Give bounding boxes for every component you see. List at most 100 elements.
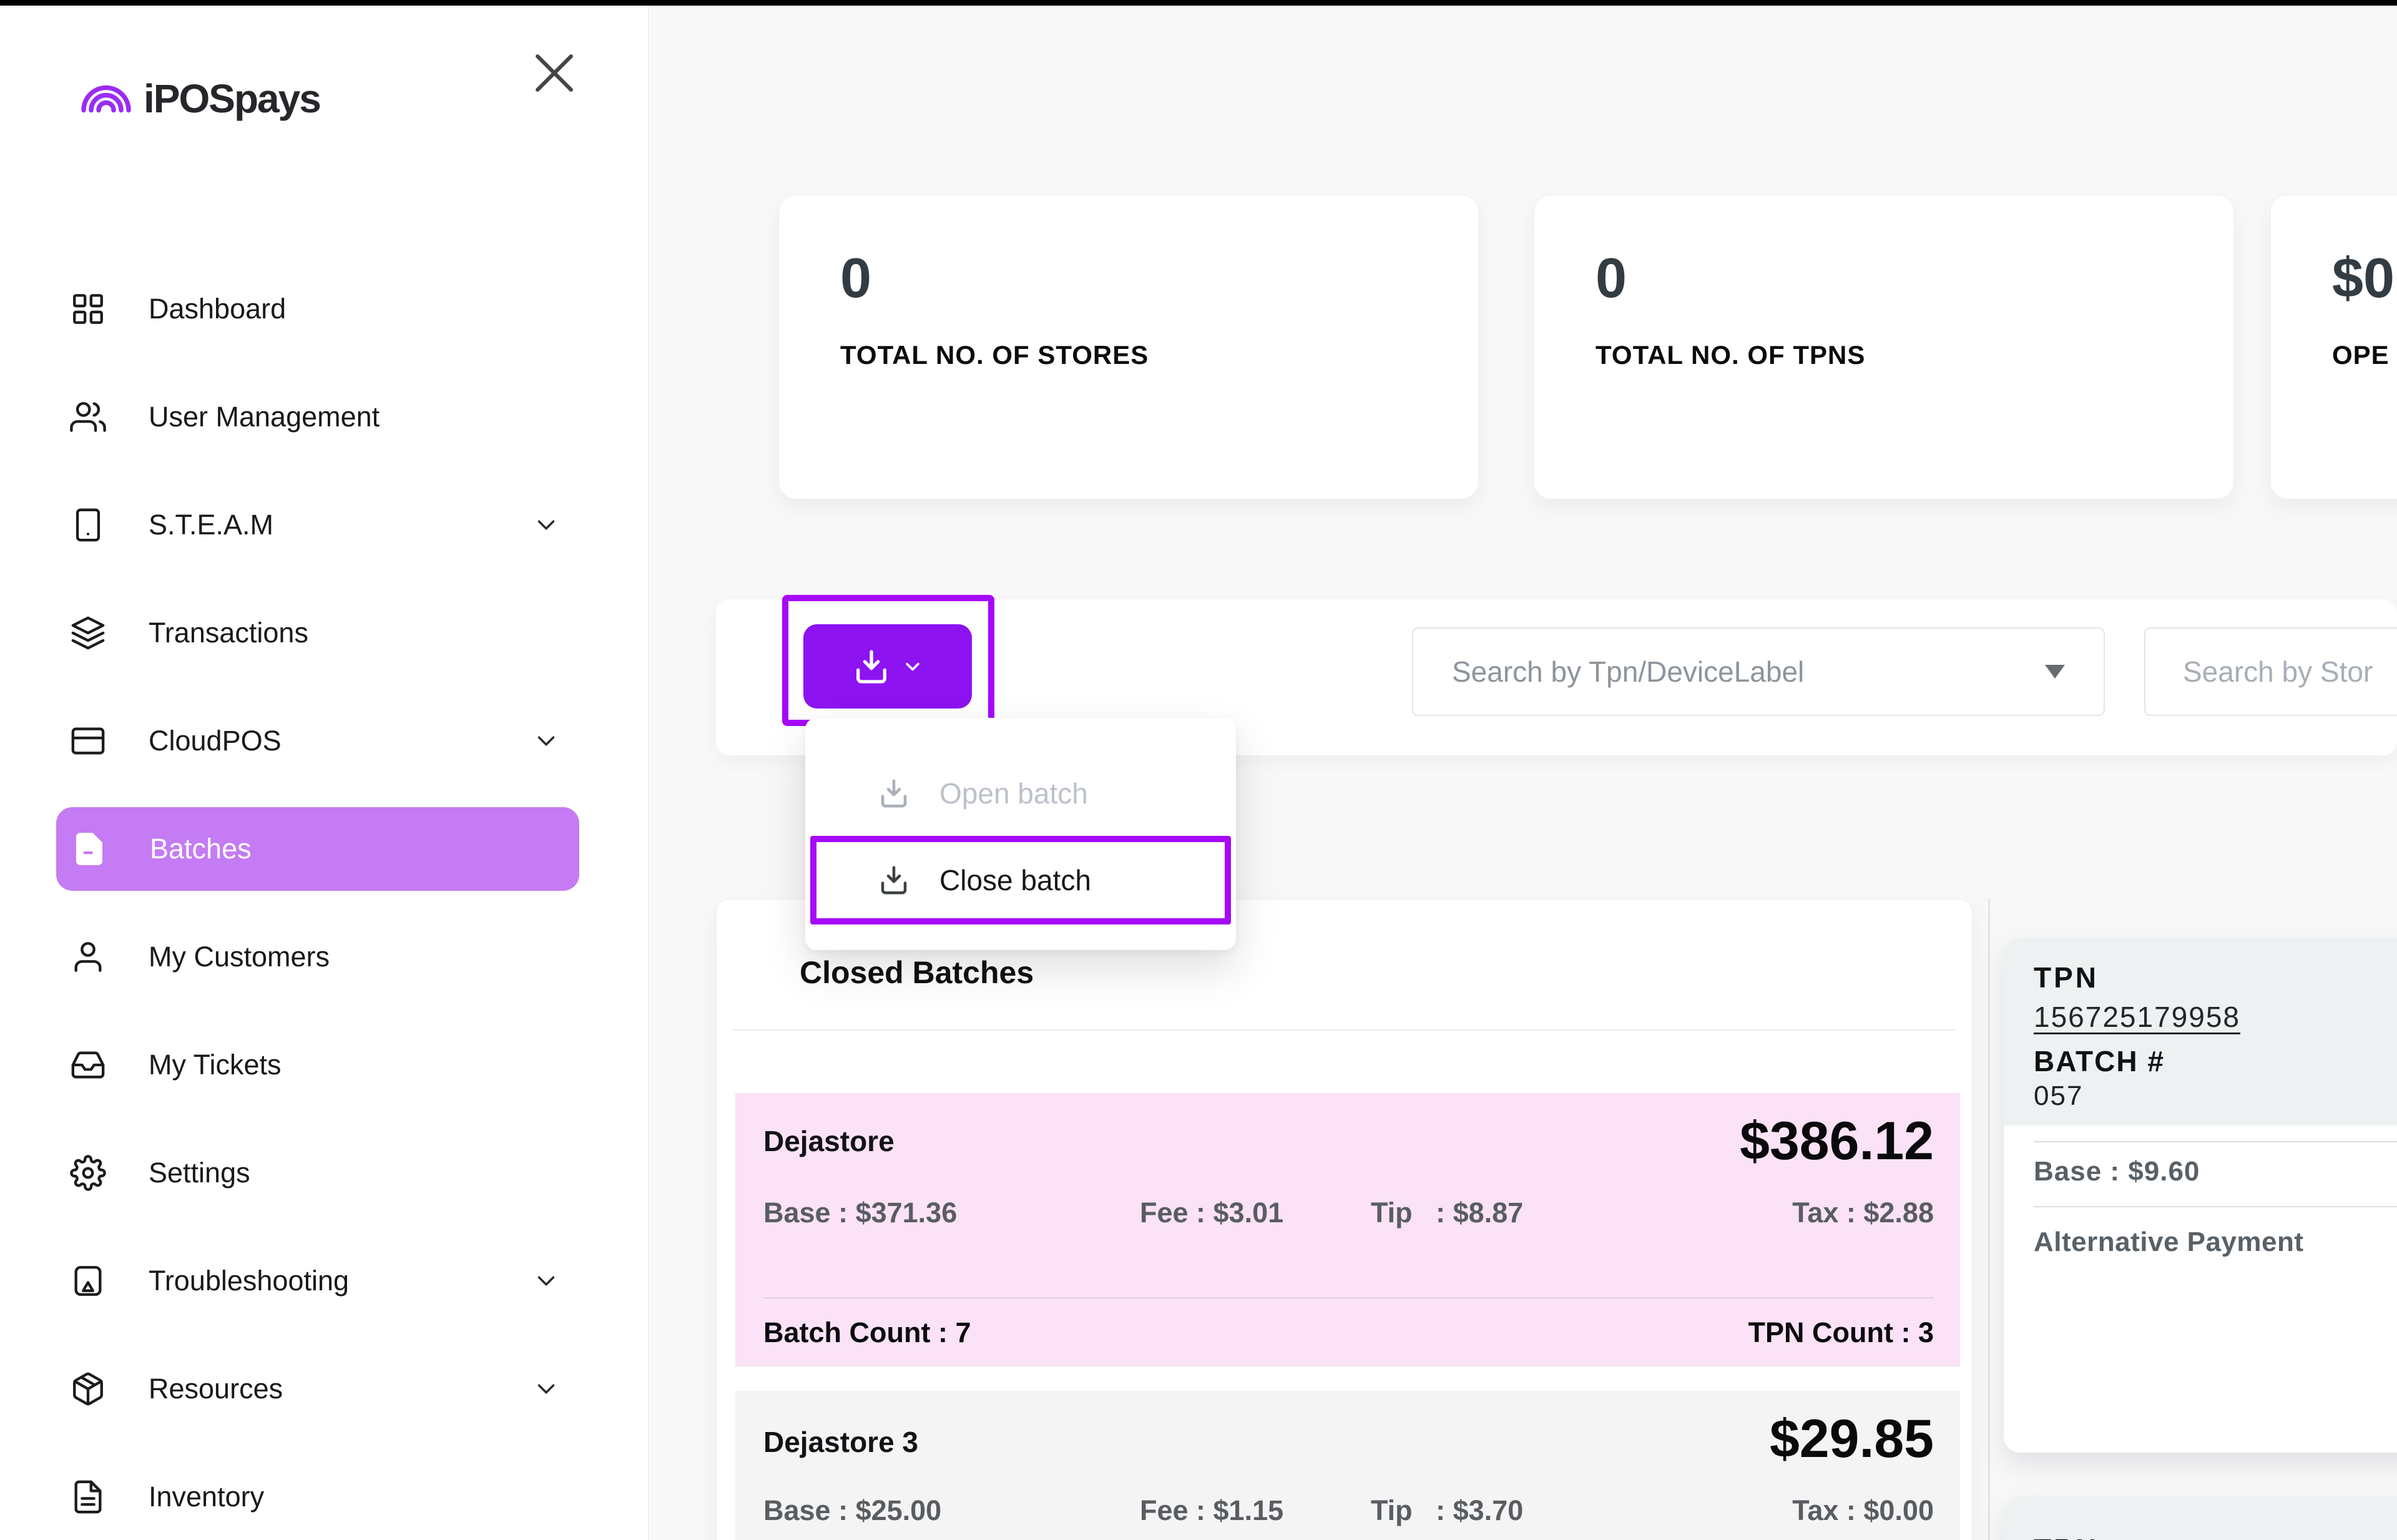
download-icon (881, 866, 907, 895)
closed-batches-heading: Closed Batches (800, 955, 1034, 990)
sidebar-item-dashboard[interactable]: Dashboard (0, 255, 649, 363)
batch-number-value: 057 (2034, 1081, 2084, 1111)
credit-card-icon (71, 727, 105, 755)
smartphone-icon (76, 508, 100, 541)
sidebar-item-my-tickets[interactable]: My Tickets (0, 1011, 649, 1119)
top-black-bar (0, 0, 2397, 6)
main-content: 0 TOTAL NO. OF STORES 0 TOTAL NO. OF TPN… (650, 6, 2397, 1540)
search-by-store-input[interactable] (2144, 627, 2397, 716)
sidebar-item-batches[interactable]: Batches (0, 795, 649, 903)
download-icon (856, 649, 886, 684)
stat-label: TOTAL NO. OF TPNS (1596, 340, 1866, 370)
batch-breakdown-row: Base : $371.36 Fee : $3.01 Tip : $8.87 T… (735, 1197, 1960, 1229)
menu-item-label: Open batch (939, 777, 1088, 810)
tpn-detail-header: TPN 156725179958 BATCH # 057 (2004, 938, 2397, 1126)
tip-amount: Tip : $3.70 (1371, 1494, 1524, 1526)
base-amount: Base : $25.00 (763, 1494, 942, 1526)
panel-divider (1988, 899, 1990, 1540)
stat-card-tpns: 0 TOTAL NO. OF TPNS (1534, 195, 2234, 499)
sidebar-item-label: Inventory (149, 1480, 265, 1513)
alternative-payment-label: Alternative Payment (2034, 1227, 2304, 1257)
close-icon[interactable] (526, 44, 583, 102)
sidebar-item-troubleshooting[interactable]: Troubleshooting (0, 1227, 649, 1335)
divider (732, 1029, 1957, 1031)
tip-amount: Tip : $8.87 (1371, 1197, 1524, 1229)
stat-label: TOTAL NO. OF STORES (840, 340, 1149, 370)
close-batch-highlight: Close batch (810, 836, 1231, 924)
closed-batches-card: Closed Batches Dejastore $386.12 Base : … (716, 899, 1973, 1540)
users-icon (70, 401, 106, 432)
select-arrow-icon (2045, 665, 2065, 679)
batch-download-button[interactable] (803, 624, 972, 709)
batch-number-label: BATCH # (2034, 1045, 2165, 1077)
sidebar-item-label: Resources (149, 1372, 283, 1405)
search-by-tpn-select[interactable]: Search by Tpn/DeviceLabel (1412, 627, 2105, 716)
sidebar-item-user-management[interactable]: User Management (0, 363, 649, 471)
sidebar-item-settings[interactable]: Settings (0, 1119, 649, 1227)
tax-amount: Tax : $2.88 (1792, 1197, 1934, 1229)
batch-total-amount: $386.12 (1740, 1111, 1934, 1171)
chevron-down-icon (537, 736, 555, 745)
tpn-detail-card-next[interactable]: TPN (2004, 1496, 2397, 1540)
base-amount: Base : $371.36 (763, 1197, 958, 1229)
store-name: Dejastore 3 (763, 1426, 919, 1458)
stat-value: $0. (2332, 247, 2397, 310)
tpn-label: TPN (2034, 1533, 2099, 1540)
batch-count: Batch Count : 7 (763, 1317, 971, 1348)
sidebar-item-my-customers[interactable]: My Customers (0, 903, 649, 1011)
stat-card-stores: 0 TOTAL NO. OF STORES (778, 195, 1479, 499)
user-icon (74, 941, 102, 972)
fee-amount: Fee : $3.01 (1140, 1197, 1284, 1229)
menu-item-open-batch[interactable]: Open batch (805, 765, 1236, 821)
sidebar-item-label: Dashboard (149, 292, 287, 325)
active-item-pill: Batches (56, 807, 579, 891)
divider (763, 1297, 1934, 1298)
package-icon (73, 1372, 103, 1406)
batch-row-dejastore[interactable]: Dejastore $386.12 Base : $371.36 Fee : $… (735, 1093, 1960, 1366)
sidebar-nav: Dashboard User Management S.T.E.A.M Tran… (0, 255, 649, 1540)
stat-value: 0 (1596, 247, 1627, 310)
chevron-down-icon (537, 1276, 555, 1285)
tpn-detail-card[interactable]: TPN 156725179958 BATCH # 057 Base : $9.6… (2004, 938, 2397, 1453)
base-amount: Base : $9.60 (2034, 1156, 2200, 1187)
store-name: Dejastore (763, 1125, 895, 1157)
chevron-down-icon (537, 1384, 555, 1393)
select-value: Search by Tpn/DeviceLabel (1452, 655, 1805, 688)
layers-icon (71, 616, 105, 649)
sidebar-item-cloudpos[interactable]: CloudPOS (0, 687, 649, 795)
stat-value: 0 (840, 247, 872, 310)
batch-actions-menu: Open batch Close batch (805, 718, 1236, 950)
sidebar-item-inventory[interactable]: Inventory (0, 1443, 649, 1540)
sidebar-item-label: Troubleshooting (149, 1264, 350, 1297)
sidebar-item-label: User Management (149, 400, 380, 433)
sidebar-item-label: My Tickets (149, 1048, 282, 1081)
device-alert-icon (74, 1265, 102, 1296)
brand-logo-icon (81, 85, 131, 113)
batch-total-amount: $29.85 (1769, 1409, 1934, 1469)
chevron-down-icon (537, 520, 555, 529)
gear-icon (70, 1154, 106, 1191)
sidebar-item-resources[interactable]: Resources (0, 1335, 649, 1443)
divider (2034, 1206, 2397, 1207)
menu-item-label: Close batch (939, 864, 1091, 896)
tpn-count: TPN Count : 3 (1748, 1317, 1934, 1348)
tpn-number-link[interactable]: 156725179958 (2034, 1001, 2240, 1033)
file-icon (76, 832, 103, 865)
divider (2034, 1141, 2397, 1142)
tax-amount: Tax : $0.00 (1792, 1494, 1934, 1526)
stat-label: OPE (2332, 340, 2390, 370)
sidebar-item-label: My Customers (149, 940, 330, 973)
grid-icon (73, 293, 103, 324)
sidebar-item-label: Batches (150, 832, 252, 865)
sidebar-item-steam[interactable]: S.T.E.A.M (0, 471, 649, 579)
stat-card-open-amount: $0. OPE (2270, 195, 2397, 499)
sidebar-item-label: S.T.E.A.M (149, 508, 274, 541)
menu-item-close-batch[interactable]: Close batch (816, 842, 1225, 918)
inbox-icon (71, 1051, 105, 1079)
fee-amount: Fee : $1.15 (1140, 1494, 1284, 1526)
batch-row-dejastore-3[interactable]: Dejastore 3 $29.85 Base : $25.00 Fee : $… (735, 1391, 1960, 1540)
sidebar: iPOSpays Dashboard User Management S.T.E… (0, 6, 649, 1540)
sidebar-item-transactions[interactable]: Transactions (0, 579, 649, 687)
download-icon (881, 779, 907, 808)
